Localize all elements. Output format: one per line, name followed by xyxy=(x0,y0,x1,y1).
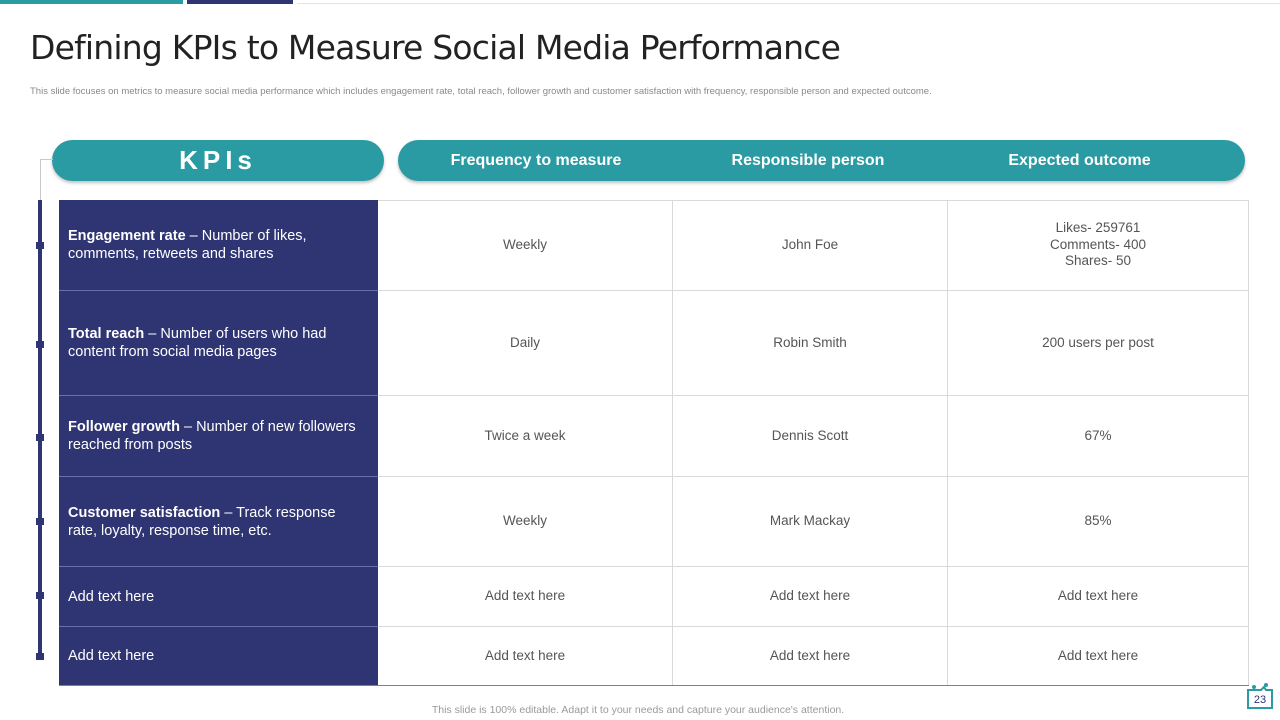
table-bottom-border xyxy=(59,685,1249,686)
kpi-name: Total reach xyxy=(68,326,145,342)
cell-frequency: Twice a week xyxy=(484,427,566,443)
kpi-description: – Number of new followers reached from p… xyxy=(68,419,356,453)
column-divider xyxy=(947,200,948,686)
row-divider xyxy=(378,290,1249,291)
connector-line xyxy=(40,159,41,201)
kpi-name: Customer satisfaction xyxy=(68,504,221,521)
kpi-description: – Number of likes, comments, retweets an… xyxy=(68,228,307,262)
top-divider-line xyxy=(297,3,1280,4)
cell-frequency: Daily xyxy=(509,334,540,350)
timeline-spine xyxy=(38,200,42,658)
kpi-placeholder: Add text here xyxy=(68,588,155,605)
kpi-customer-satisfaction: Customer satisfaction – Track response r… xyxy=(59,477,378,566)
kpis-header-pill: KPIs xyxy=(52,140,384,181)
cell-responsible-person: Add text here xyxy=(769,647,851,663)
slide-title: Defining KPIs to Measure Social Media Pe… xyxy=(30,28,841,67)
kpi-name: Follower growth xyxy=(68,419,180,435)
slide-footer: This slide is 100% editable. Adapt it to… xyxy=(431,704,845,716)
cell-frequency: Add text here xyxy=(484,588,566,604)
outcome-line: Comments- 400 xyxy=(1049,236,1147,252)
page-number: 23 xyxy=(1253,694,1267,706)
cell-frequency: Weekly xyxy=(502,236,547,252)
row-divider xyxy=(59,566,378,567)
kpi-total-reach: Total reach – Number of users who had co… xyxy=(59,291,378,395)
cell-responsible-person: Add text here xyxy=(769,588,851,604)
column-header-pill: Frequency to measure Responsible person … xyxy=(398,140,1245,181)
column-header-frequency: Frequency to measure xyxy=(450,152,622,169)
kpi-description: – Number of users who had content from s… xyxy=(68,326,327,360)
kpi-description: – Track response rate, loyalty, response… xyxy=(68,504,336,539)
cell-expected-outcome: 200 users per post xyxy=(1042,334,1154,350)
timeline-marker xyxy=(36,341,44,348)
cell-expected-outcome: Likes- 259761 Comments- 400 Shares- 50 xyxy=(948,200,1248,290)
connector-line xyxy=(40,159,53,160)
cell-responsible-person: Dennis Scott xyxy=(771,427,849,443)
row-divider xyxy=(378,476,1249,477)
outcome-line: Likes- 259761 xyxy=(1055,220,1141,236)
kpi-column xyxy=(59,200,378,686)
top-accent-bar-navy xyxy=(187,0,293,4)
timeline-marker xyxy=(36,653,44,660)
kpi-placeholder: Add text here xyxy=(68,648,155,664)
cell-expected-outcome: 85% xyxy=(1084,513,1112,529)
kpi-name: Engagement rate xyxy=(68,228,186,244)
timeline-marker xyxy=(36,242,44,249)
row-divider xyxy=(378,395,1249,396)
kpi-follower-growth: Follower growth – Number of new follower… xyxy=(59,396,378,476)
timeline-marker xyxy=(36,592,44,599)
row-divider xyxy=(59,626,378,627)
row-divider xyxy=(378,566,1249,567)
cell-responsible-person: Mark Mackay xyxy=(769,513,851,529)
outcome-line: Shares- 50 xyxy=(1064,253,1132,269)
cell-expected-outcome: 67% xyxy=(1084,427,1112,443)
kpi-engagement-rate: Engagement rate – Number of likes, comme… xyxy=(59,200,378,290)
row-divider xyxy=(378,626,1249,627)
timeline-marker xyxy=(36,518,44,525)
cell-responsible-person: Robin Smith xyxy=(773,334,847,350)
row-divider xyxy=(59,395,378,396)
column-divider xyxy=(672,200,673,686)
column-header-responsible-person: Responsible person xyxy=(731,152,885,169)
top-accent-bar-teal xyxy=(0,0,183,4)
timeline-marker xyxy=(36,434,44,441)
cell-frequency: Add text here xyxy=(484,647,566,663)
column-header-expected-outcome: Expected outcome xyxy=(1008,152,1151,169)
cell-expected-outcome: Add text here xyxy=(1057,647,1139,663)
slide-subtitle: This slide focuses on metrics to measure… xyxy=(30,86,932,97)
row-divider xyxy=(59,476,378,477)
cell-expected-outcome: Add text here xyxy=(1057,588,1139,604)
page-number-icon xyxy=(1247,683,1273,709)
cell-responsible-person: John Foe xyxy=(781,236,839,252)
cell-frequency: Weekly xyxy=(502,513,547,529)
row-divider xyxy=(59,290,378,291)
